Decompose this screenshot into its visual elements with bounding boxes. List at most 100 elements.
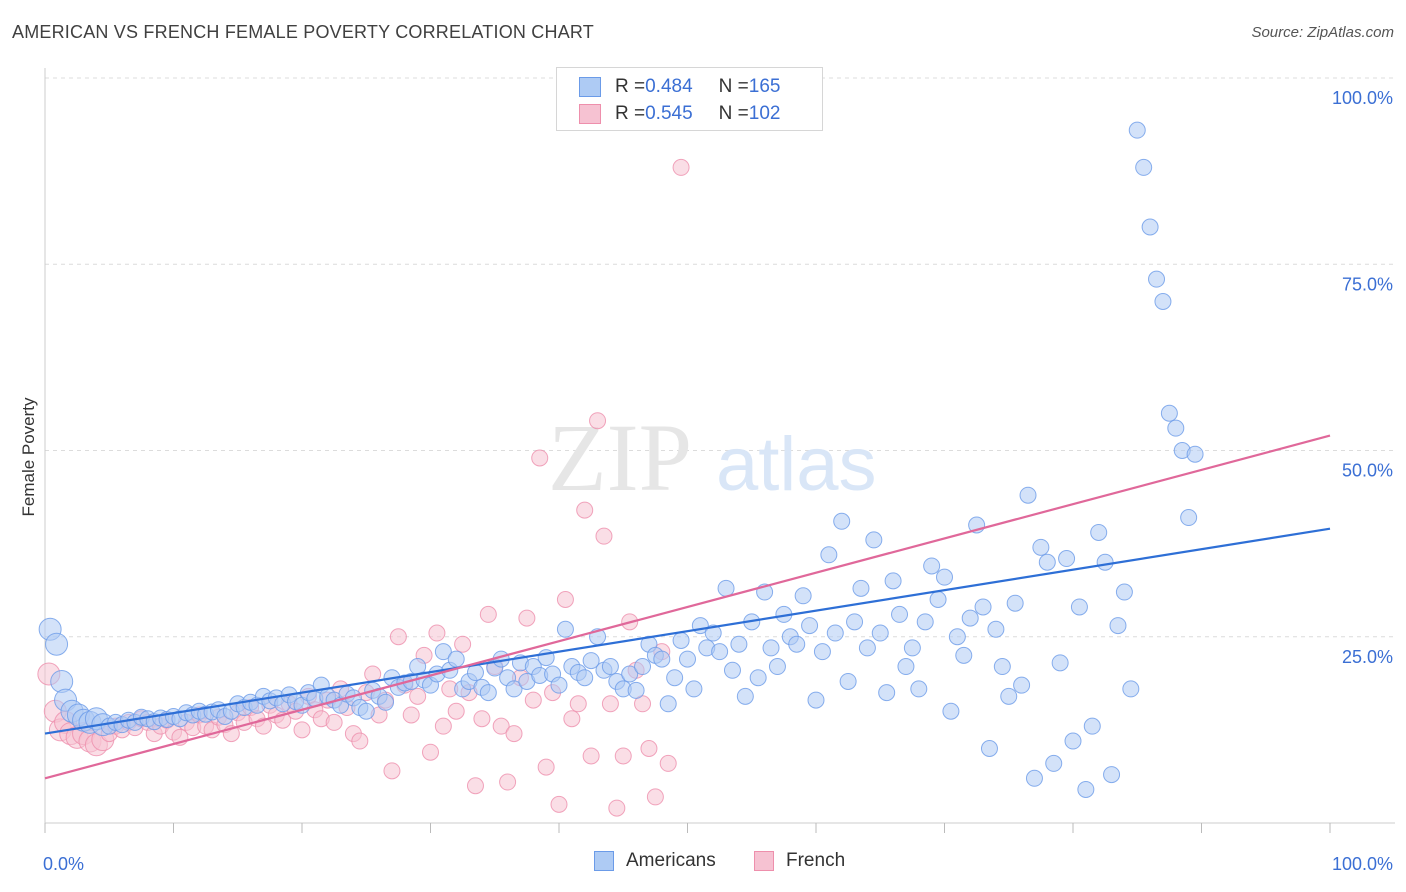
americans-point bbox=[826, 624, 844, 642]
americans-point bbox=[1077, 780, 1095, 798]
americans-point bbox=[1013, 676, 1031, 694]
correlation-legend: R = 0.484 N = 165 R = 0.545 N = 102 bbox=[556, 67, 823, 131]
americans-point bbox=[730, 635, 748, 653]
americans-point bbox=[858, 639, 876, 657]
americans-point bbox=[820, 546, 838, 564]
americans-point bbox=[923, 557, 941, 575]
french-point bbox=[550, 795, 568, 813]
french-point bbox=[402, 706, 420, 724]
americans-point bbox=[1115, 583, 1133, 601]
n-label: N = bbox=[718, 76, 749, 97]
french-point bbox=[428, 624, 446, 642]
french-point bbox=[325, 713, 343, 731]
americans-point bbox=[505, 680, 523, 698]
americans-point bbox=[711, 643, 729, 661]
americans-point bbox=[1000, 687, 1018, 705]
axis-labels: 25.0% 50.0% 75.0% 100.0% 0.0% 100.0% Female Po… bbox=[19, 88, 1393, 874]
americans-point bbox=[1090, 523, 1108, 541]
americans-point bbox=[1135, 158, 1153, 176]
french-swatch bbox=[579, 104, 601, 124]
source-credit: Source: ZipAtlas.com bbox=[1251, 24, 1394, 41]
americans-point bbox=[704, 624, 722, 642]
r-label: R = bbox=[615, 76, 646, 97]
americans-point bbox=[1128, 121, 1146, 139]
americans-trend-line bbox=[44, 527, 1331, 735]
legend-row-french: R = 0.545 N = 102 bbox=[579, 101, 780, 127]
americans-point bbox=[1051, 654, 1069, 672]
americans-point bbox=[794, 587, 812, 605]
americans-point bbox=[434, 643, 452, 661]
americans-point bbox=[1038, 553, 1056, 571]
americans-point bbox=[801, 617, 819, 635]
french-point bbox=[293, 721, 311, 739]
americans-point bbox=[1141, 218, 1159, 236]
y-tick-label: 100.0% bbox=[1332, 88, 1393, 108]
americans-swatch bbox=[594, 851, 614, 871]
french-point bbox=[595, 527, 613, 545]
french-point bbox=[434, 717, 452, 735]
french-point bbox=[582, 747, 600, 765]
americans-point bbox=[955, 646, 973, 664]
french-point bbox=[576, 501, 594, 519]
french-point bbox=[351, 732, 369, 750]
french-point bbox=[389, 628, 407, 646]
french-point bbox=[569, 695, 587, 713]
americans-point bbox=[1096, 553, 1114, 571]
americans-point bbox=[1186, 445, 1204, 463]
americans-point bbox=[723, 661, 741, 679]
y-axis-title: Female Poverty bbox=[19, 397, 38, 517]
americans-point bbox=[377, 693, 395, 711]
americans-point bbox=[807, 691, 825, 709]
french-point bbox=[383, 762, 401, 780]
french-point bbox=[672, 158, 690, 176]
americans-point bbox=[884, 572, 902, 590]
americans-point bbox=[1006, 594, 1024, 612]
french-point bbox=[646, 788, 664, 806]
americans-point bbox=[993, 658, 1011, 676]
americans-point bbox=[627, 681, 645, 699]
x-tick-label: 0.0% bbox=[43, 854, 84, 874]
americans-point bbox=[634, 658, 652, 676]
americans-point bbox=[865, 531, 883, 549]
french-point bbox=[659, 754, 677, 772]
americans-point bbox=[987, 620, 1005, 638]
americans-point bbox=[813, 643, 831, 661]
americans-point bbox=[891, 605, 909, 623]
americans-point bbox=[897, 658, 915, 676]
french-point bbox=[447, 702, 465, 720]
n-value: 165 bbox=[748, 76, 781, 97]
y-tick-label: 75.0% bbox=[1342, 274, 1393, 294]
americans-point bbox=[974, 598, 992, 616]
americans-point bbox=[1083, 717, 1101, 735]
americans-point bbox=[1058, 550, 1076, 568]
americans-point bbox=[1070, 598, 1088, 616]
french-point bbox=[492, 717, 510, 735]
legend-label: Americans bbox=[626, 850, 716, 871]
americans-point bbox=[659, 695, 677, 713]
americans-point bbox=[942, 702, 960, 720]
americans-point bbox=[852, 579, 870, 597]
trend-lines bbox=[44, 434, 1331, 780]
americans-point bbox=[1148, 270, 1166, 288]
watermark-zip: ZIP bbox=[548, 404, 692, 511]
americans-point bbox=[936, 568, 953, 586]
n-label: N = bbox=[718, 103, 749, 124]
americans-point bbox=[1180, 509, 1198, 527]
bottom-legend-french: French bbox=[754, 850, 845, 872]
americans-point bbox=[621, 665, 639, 683]
axes bbox=[44, 68, 1395, 833]
chart-title: AMERICAN VS FRENCH FEMALE POVERTY CORREL… bbox=[12, 22, 594, 42]
americans-point bbox=[1064, 732, 1082, 750]
americans-point bbox=[479, 684, 497, 702]
americans-point bbox=[582, 652, 600, 670]
americans-point bbox=[1167, 419, 1185, 437]
americans-point bbox=[916, 613, 934, 631]
americans-point bbox=[45, 632, 69, 656]
americans-point bbox=[672, 631, 690, 649]
french-swatch bbox=[754, 851, 774, 871]
americans-point bbox=[903, 639, 921, 657]
french-point bbox=[589, 412, 607, 430]
americans-point bbox=[762, 639, 780, 657]
french-point bbox=[614, 747, 632, 765]
americans-point bbox=[1160, 404, 1178, 422]
